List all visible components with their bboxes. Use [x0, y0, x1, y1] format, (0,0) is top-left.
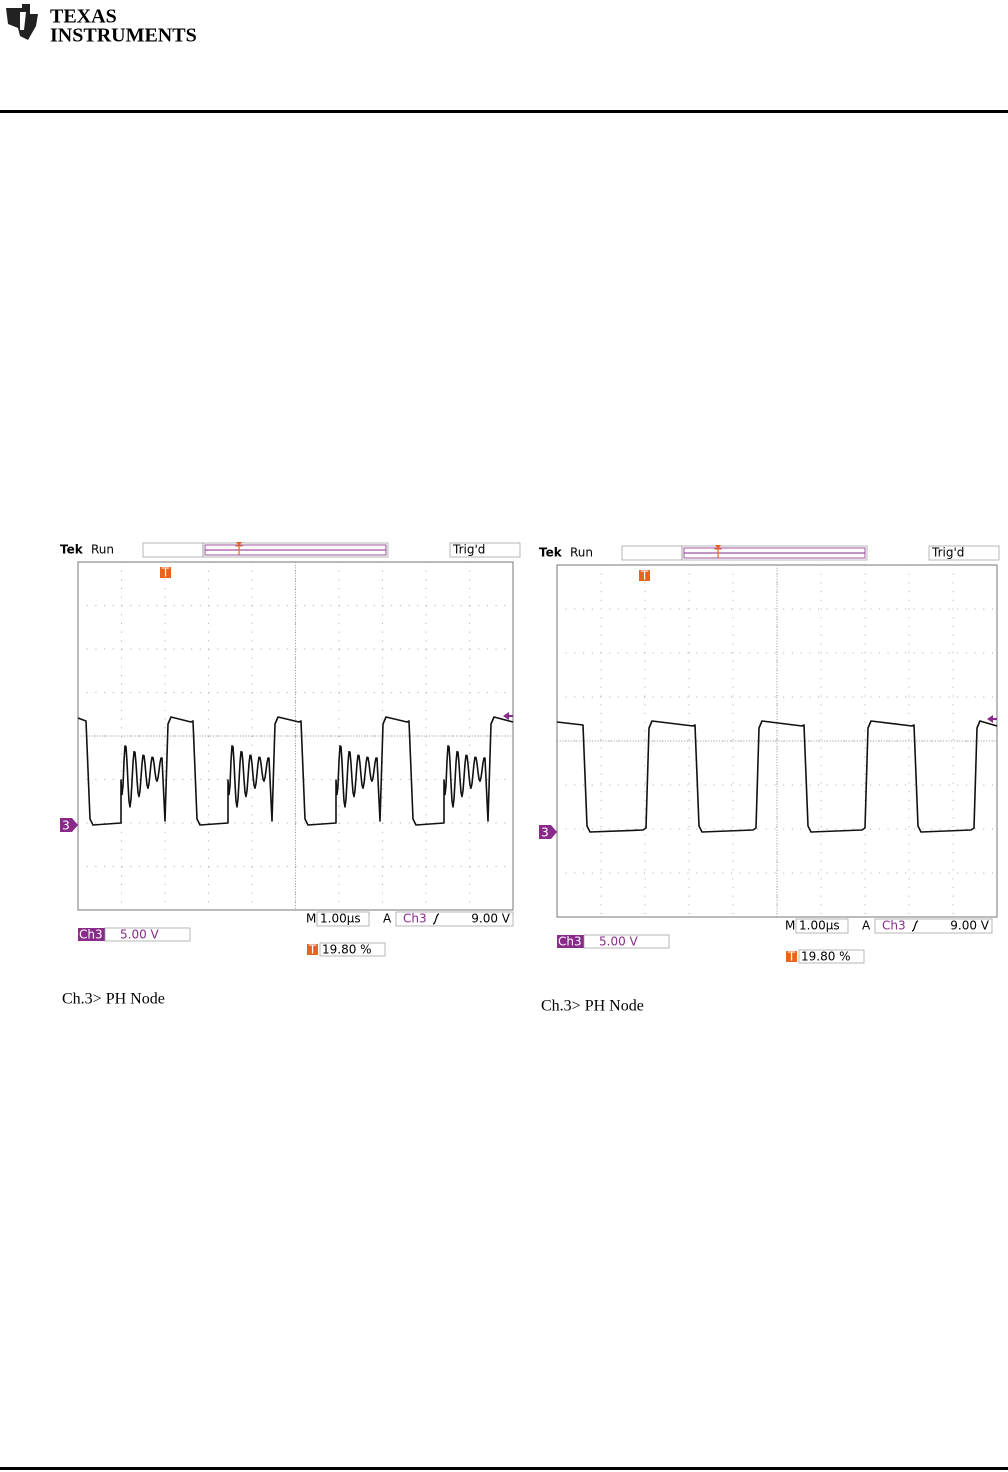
trigger-label: A	[862, 919, 871, 933]
readout-box	[316, 911, 370, 927]
timebase: 1.00µs	[320, 912, 361, 926]
trigger-level: 9.00 V	[471, 912, 511, 926]
channel-box	[557, 935, 584, 948]
trigger-marker-box	[639, 570, 650, 581]
channel-marker-box	[60, 818, 78, 832]
record-window-frame	[683, 547, 866, 559]
figure-caption: Ch.3> PH Node	[62, 991, 165, 1008]
readout-box	[319, 942, 386, 957]
waveform	[556, 720, 998, 833]
readout-box	[798, 949, 865, 964]
scope-screenshot: Tek Run T Trig'd T 3 M 1.00µs A Ch3 9.00 V Ch3 5.00 …	[60, 542, 521, 1008]
trigger-status: Trig'd	[931, 546, 964, 560]
logo-icon-cut	[20, 12, 26, 30]
readout-box	[104, 927, 191, 942]
scope-screenshot: Tek Run T Trig'd T 3 M 1.00µs A Ch3 9.00 V Ch3 5.00 …	[539, 545, 1000, 1015]
trigger-arrow	[236, 542, 242, 546]
trigger-marker: T	[308, 943, 317, 957]
channel-name: Ch3	[558, 935, 582, 949]
scope-brand: Tek	[60, 543, 84, 557]
record-window-frame	[204, 544, 387, 556]
readout-box	[874, 918, 993, 934]
trigger-label: A	[383, 912, 392, 926]
channel-marker: 3	[541, 826, 549, 840]
trigger-marker-box	[160, 567, 171, 578]
record-box	[202, 542, 389, 558]
status-box	[449, 542, 521, 558]
waveform	[77, 716, 514, 826]
readout-box	[395, 911, 514, 927]
record-box	[681, 545, 868, 561]
trigger-level: 9.00 V	[950, 919, 990, 933]
channel-scale: 5.00 V	[599, 935, 639, 949]
scope-brand: Tek	[539, 546, 563, 560]
header-rule	[0, 110, 1008, 113]
edge-icon	[911, 920, 919, 932]
trigger-position: 19.80 %	[801, 950, 851, 964]
top-trigger-marker: T	[713, 547, 722, 561]
record-box	[142, 542, 204, 558]
status-box	[928, 545, 1000, 561]
trigger-status: Trig'd	[452, 543, 485, 557]
timebase: 1.00µs	[799, 919, 840, 933]
trigger-marker: T	[161, 566, 170, 580]
timebase-label: M	[306, 912, 316, 926]
readout-box	[583, 934, 670, 949]
trigger-level-arrow	[987, 715, 997, 723]
ti-logo	[6, 4, 38, 40]
channel-scale: 5.00 V	[120, 928, 160, 942]
trigger-channel: Ch3	[882, 919, 906, 933]
trigger-marker-box	[786, 951, 797, 962]
trigger-position: 19.80 %	[322, 943, 372, 957]
trigger-marker: T	[787, 950, 796, 964]
scope-state: Run	[570, 546, 593, 560]
trigger-marker-box	[307, 944, 318, 955]
timebase-label: M	[785, 919, 795, 933]
channel-name: Ch3	[79, 928, 103, 942]
scope-state: Run	[91, 543, 114, 557]
footer-rule	[0, 1467, 1008, 1470]
logo-text: INSTRUMENTS	[50, 25, 197, 47]
figure-caption: Ch.3> PH Node	[541, 998, 644, 1015]
readout-box	[795, 918, 849, 934]
channel-marker: 3	[62, 819, 70, 833]
trigger-marker: T	[640, 569, 649, 583]
trigger-level-arrow	[503, 712, 513, 720]
channel-marker-box	[539, 825, 557, 839]
logo-text: TEXAS	[50, 6, 117, 28]
trigger-channel: Ch3	[403, 912, 427, 926]
trigger-arrow	[715, 545, 721, 549]
edge-icon	[432, 913, 440, 925]
channel-box	[78, 928, 105, 941]
record-box	[621, 545, 683, 561]
top-trigger-marker: T	[234, 544, 243, 558]
